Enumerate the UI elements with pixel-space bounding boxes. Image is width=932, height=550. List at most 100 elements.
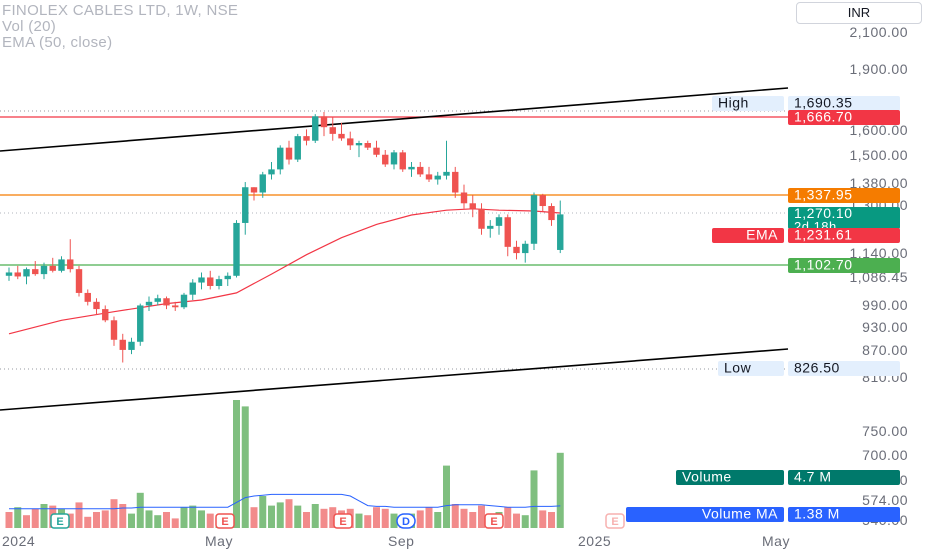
current-value-label-text: 1,337.95: [794, 187, 853, 203]
volume-bar: [14, 507, 22, 528]
volume-bar: [101, 510, 109, 528]
candle-body: [189, 282, 196, 295]
volume-bar: [451, 504, 459, 528]
candle-body: [102, 309, 109, 321]
candle-body: [522, 243, 529, 254]
volume-label: Volume: [676, 469, 784, 485]
candle-body: [110, 320, 118, 340]
candle-body: [163, 298, 170, 306]
candle-body: [40, 265, 48, 275]
volume-bar: [294, 505, 302, 528]
high-label-text: High: [718, 95, 749, 111]
support-value-label: 1,102.70: [788, 257, 900, 273]
ema-indicator-legend[interactable]: EMA (50, close): [2, 34, 113, 51]
x-axis-tick-label: Sep: [388, 533, 414, 549]
volume-bar: [425, 507, 433, 528]
resistance-value-label-text: 1,666.70: [794, 109, 853, 125]
x-axis-tick-label: May: [762, 533, 790, 549]
candle-body: [355, 143, 363, 146]
earnings-marker: E: [484, 513, 504, 529]
y-axis-tick-label: 700.00: [862, 447, 908, 463]
candle-body: [14, 272, 21, 277]
y-axis-tick-label: 1,380.00: [850, 175, 909, 191]
volume-bar: [478, 505, 485, 528]
volume-bar: [154, 515, 162, 528]
volume-bar: [460, 508, 468, 528]
y-axis-tick-label: 1,500.00: [850, 147, 909, 163]
ema-label: EMA: [712, 227, 784, 243]
volume-bar: [268, 505, 275, 528]
candle-body: [312, 116, 319, 141]
y-axis-tick-label: 2,100.00: [850, 24, 909, 40]
candle-body: [329, 127, 336, 134]
volume-bar: [206, 513, 214, 528]
svg-text:E: E: [339, 516, 346, 528]
candle-body: [154, 298, 161, 302]
volume-bar: [259, 496, 267, 528]
ema-value-label: 1,231.61: [788, 227, 900, 243]
volume-bar: [469, 512, 477, 528]
earnings-marker: E: [333, 513, 353, 529]
volume-bar: [198, 510, 205, 528]
volume-indicator-legend[interactable]: Vol (20): [2, 18, 57, 35]
volume-ma-label: Volume MA: [626, 506, 784, 522]
svg-text:E: E: [221, 516, 228, 528]
candle-body: [417, 166, 424, 175]
candle-body: [469, 203, 476, 209]
ema-label-text: EMA: [746, 227, 778, 243]
candle-body: [338, 133, 345, 139]
candle-body: [425, 174, 433, 180]
volume-bar: [548, 512, 555, 528]
candle-body: [557, 214, 564, 250]
candle-body: [215, 279, 223, 286]
candle-body: [285, 147, 293, 160]
candle-body: [277, 147, 284, 170]
candle-body: [303, 136, 310, 141]
volume-bar: [233, 400, 240, 528]
volume-bar: [276, 502, 284, 528]
y-axis-tick-label: 750.00: [862, 423, 908, 439]
candle-body: [294, 136, 301, 160]
candle-body: [495, 217, 503, 226]
candle-body: [452, 171, 459, 193]
candle-body: [434, 175, 441, 180]
volume-bar: [136, 492, 144, 528]
current-value-label: 1,337.95: [788, 187, 900, 203]
candle-body: [504, 217, 511, 247]
resistance-value-label: 1,666.70: [788, 109, 900, 125]
candle-body: [364, 143, 371, 148]
candle-body: [5, 272, 13, 276]
volume-bar: [66, 513, 74, 528]
earnings-marker: E: [215, 513, 235, 529]
candle-body: [137, 305, 144, 342]
candle-body: [242, 187, 249, 223]
earnings-marker: E: [50, 513, 70, 529]
low-value-label-text: 826.50: [794, 360, 840, 376]
candle-body: [172, 305, 179, 308]
volume-bar: [521, 515, 529, 528]
candle-body: [460, 192, 468, 204]
support-value-label-text: 1,102.70: [794, 257, 853, 273]
x-axis-tick-label: May: [205, 533, 233, 549]
candle-body: [347, 138, 354, 146]
y-axis-tick-label: 1,600.00: [850, 122, 909, 138]
svg-text:D: D: [402, 516, 410, 528]
volume-value-label-text: 4.7 M: [794, 469, 832, 485]
y-axis-tick-label: 1,140.00: [850, 245, 909, 261]
last-price-box: [788, 207, 900, 229]
candle-body: [207, 277, 214, 286]
candle-body: [75, 269, 83, 293]
candle-body: [320, 116, 328, 128]
candle-body: [390, 152, 398, 165]
volume-bar: [373, 507, 380, 528]
currency-selector[interactable]: INR: [796, 2, 922, 24]
y-axis-tick-label: 930.00: [862, 319, 908, 335]
volume-bar: [250, 507, 258, 528]
high-value-label-text: 1,690.35: [794, 95, 853, 111]
candle-body: [233, 222, 240, 276]
y-axis-tick-label: 870.00: [862, 342, 908, 358]
volume-bar: [40, 504, 48, 528]
earnings-marker: E: [605, 513, 625, 529]
last-price-value: 1,270.10: [794, 205, 853, 221]
